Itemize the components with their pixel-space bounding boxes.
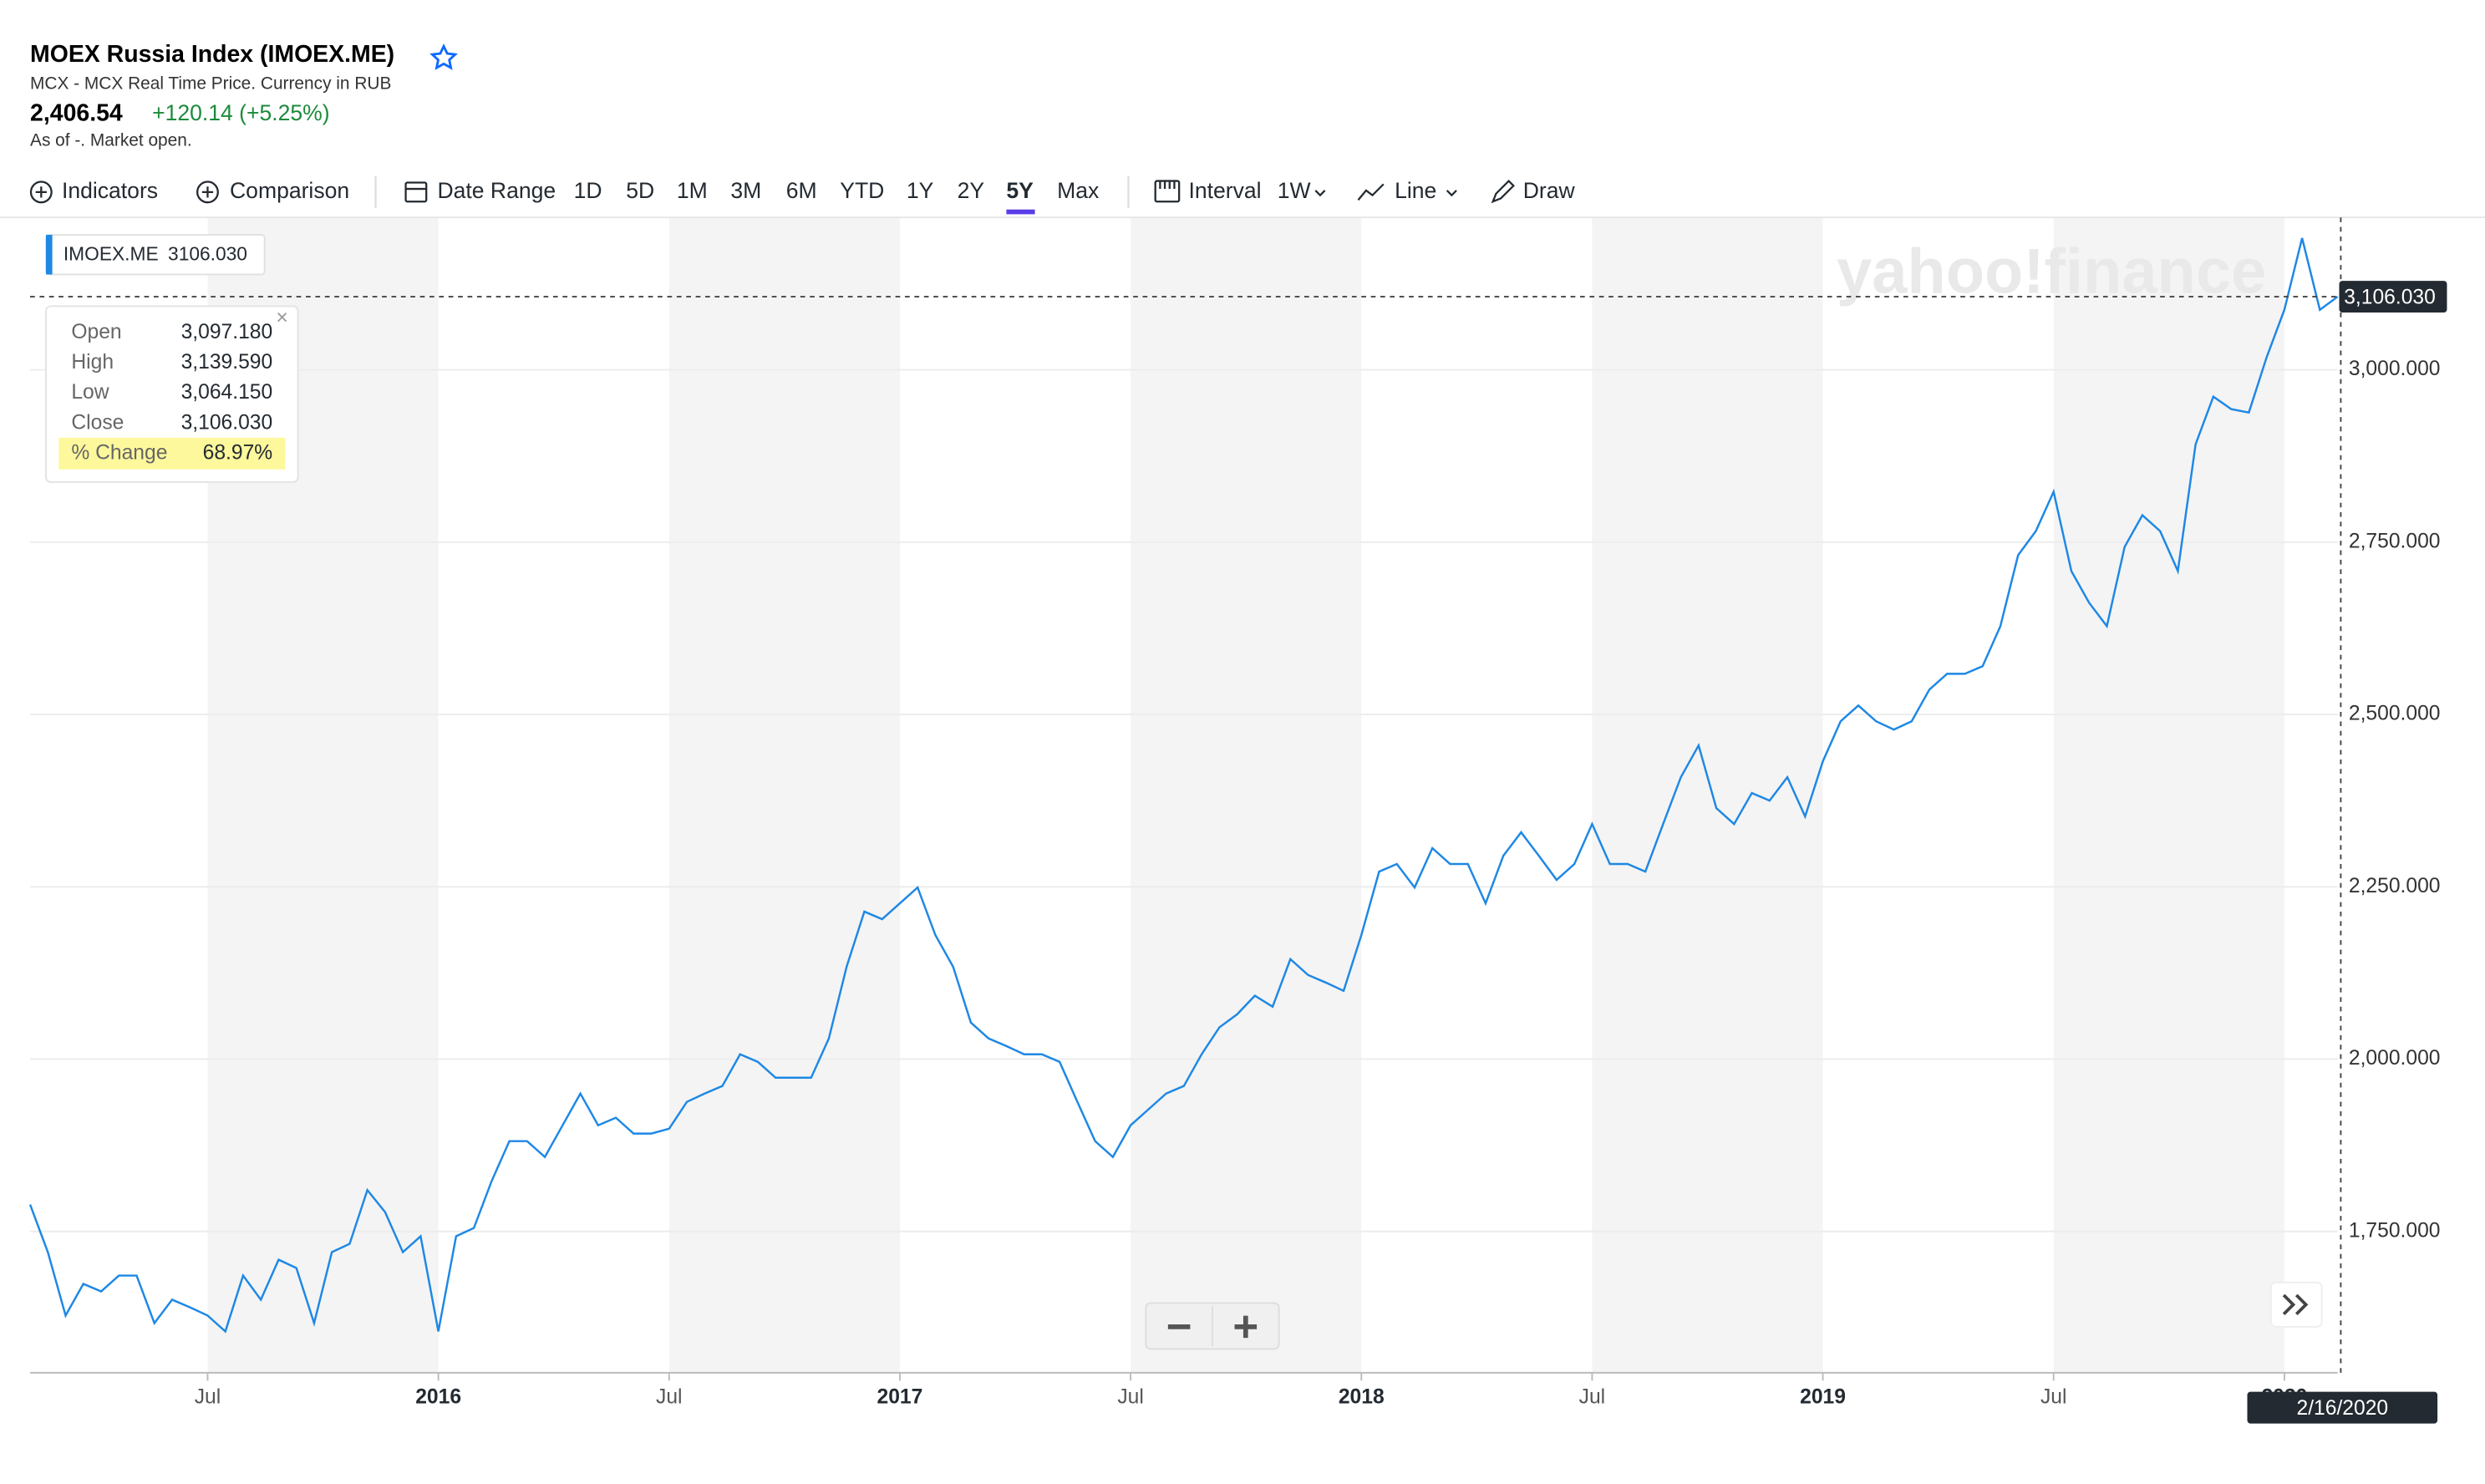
market-status: As of -. Market open. xyxy=(30,131,192,150)
crosshair-date: 2/16/2020 xyxy=(2296,1397,2388,1420)
price-change: +120.14 (+5.25%) xyxy=(152,100,330,125)
draw-button[interactable]: Draw xyxy=(1523,178,1576,203)
x-tick-label: 2016 xyxy=(415,1386,461,1409)
range-button[interactable]: 1Y xyxy=(907,178,934,203)
y-tick-label: 3,000.000 xyxy=(2349,358,2441,380)
scroll-icon xyxy=(2282,1293,2309,1316)
last-value-tag-bg xyxy=(2339,281,2447,313)
legend-value: 3106.030 xyxy=(168,243,247,265)
tooltip-value: 68.97% xyxy=(203,441,273,464)
range-button[interactable]: 6M xyxy=(786,178,817,203)
x-tick-label: 2017 xyxy=(877,1386,923,1409)
line-icon xyxy=(1357,183,1385,201)
x-tick-label: Jul xyxy=(656,1386,683,1409)
period-band xyxy=(1592,217,1823,1373)
legend-name[interactable]: IMOEX.ME xyxy=(64,243,159,265)
range-button[interactable]: Max xyxy=(1057,178,1099,203)
range-button[interactable]: 1D xyxy=(574,178,602,203)
range-button[interactable]: 5D xyxy=(626,178,654,203)
period-band xyxy=(1131,217,1362,1373)
x-tick-label: Jul xyxy=(1117,1386,1143,1409)
subtitle: MCX - MCX Real Time Price. Currency in R… xyxy=(30,74,391,93)
comparison-icon xyxy=(196,180,219,204)
interval-icon xyxy=(1154,180,1181,203)
period-band xyxy=(668,217,900,1373)
crosshair-date-bg xyxy=(2247,1391,2438,1424)
tooltip-value: 3,097.180 xyxy=(181,321,273,343)
y-tick-label: 2,250.000 xyxy=(2349,875,2441,897)
last-value-tag: 3,106.030 xyxy=(2344,286,2436,308)
tooltip-value: 3,064.150 xyxy=(181,381,273,404)
chart-style-button[interactable]: Line xyxy=(1395,178,1436,203)
indicators-icon xyxy=(29,180,53,204)
watermark: yahoo!finance xyxy=(1837,236,2266,307)
x-tick-label: Jul xyxy=(1579,1386,1605,1409)
y-tick-label: 1,750.000 xyxy=(2349,1219,2441,1242)
range-button[interactable]: 3M xyxy=(730,178,761,203)
watchlist-star[interactable] xyxy=(429,43,458,70)
range-button[interactable]: 2Y xyxy=(958,178,985,203)
calendar-icon xyxy=(404,181,428,203)
tooltip-value: 3,106.030 xyxy=(181,411,273,434)
tooltip-label: Close xyxy=(71,411,124,434)
period-band xyxy=(2053,217,2284,1373)
y-tick-label: 2,000.000 xyxy=(2349,1047,2441,1070)
x-tick-label: 2018 xyxy=(1339,1386,1385,1409)
tooltip-label: High xyxy=(71,351,114,374)
zoom-in[interactable] xyxy=(1234,1315,1258,1339)
comparison-button[interactable]: Comparison xyxy=(230,178,349,203)
toolbar xyxy=(29,175,1515,208)
tooltip-highlight xyxy=(58,437,286,470)
x-tick-label: Jul xyxy=(195,1386,221,1409)
tooltip-close[interactable]: × xyxy=(276,307,287,329)
interval-button[interactable]: Interval xyxy=(1189,178,1262,203)
tooltip-label: % Change xyxy=(71,441,167,464)
legend-swatch xyxy=(46,235,53,275)
interval-value[interactable]: 1W xyxy=(1278,178,1311,203)
tooltip-value: 3,139.590 xyxy=(181,351,273,374)
range-button[interactable]: YTD xyxy=(840,178,884,203)
y-tick-label: 2,750.000 xyxy=(2349,530,2441,552)
date-range-button[interactable]: Date Range xyxy=(437,178,556,203)
range-button[interactable]: 1M xyxy=(677,178,708,203)
y-tick-label: 2,500.000 xyxy=(2349,703,2441,725)
title: MOEX Russia Index (IMOEX.ME) xyxy=(30,41,394,68)
x-tick-label: 2019 xyxy=(1800,1386,1846,1409)
tooltip-label: Low xyxy=(71,381,109,404)
draw-icon xyxy=(1491,179,1515,204)
active-range-underline xyxy=(1006,209,1035,215)
price: 2,406.54 xyxy=(30,99,123,126)
tooltip-label: Open xyxy=(71,321,121,343)
price-line xyxy=(28,237,2339,1334)
indicators-button[interactable]: Indicators xyxy=(62,178,158,203)
range-button[interactable]: 5Y xyxy=(1006,178,1034,203)
scroll-button[interactable] xyxy=(2269,1281,2323,1328)
x-tick-label: Jul xyxy=(2040,1386,2066,1409)
